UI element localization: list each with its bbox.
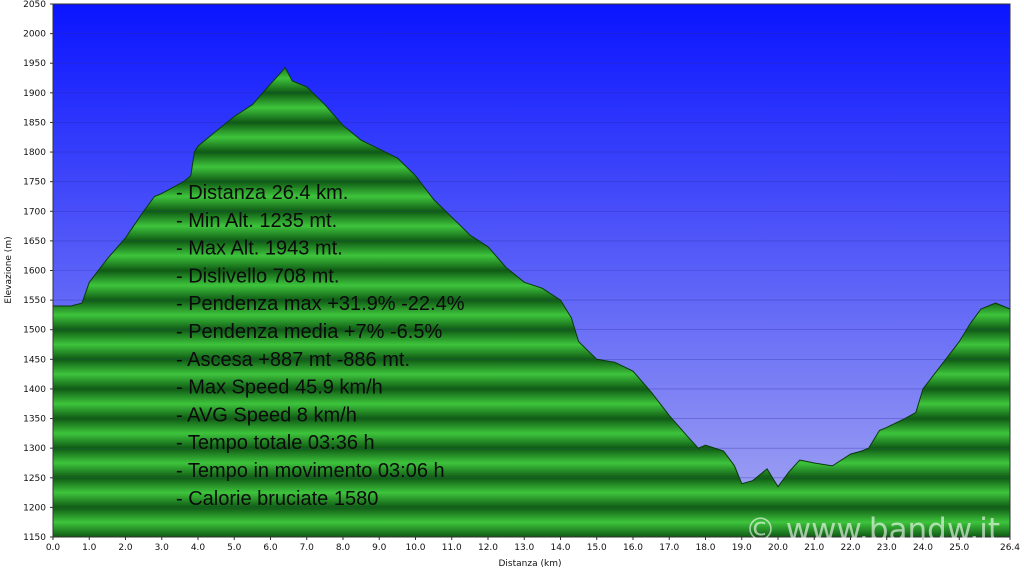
- x-tick-label: 26.4: [1000, 543, 1020, 553]
- watermark-text: © www.bandw.it: [745, 512, 1000, 548]
- x-tick-label: 8.0: [336, 543, 351, 553]
- y-tick-label: 1750: [23, 178, 46, 188]
- y-tick-label: 1200: [23, 503, 46, 513]
- x-tick-label: 7.0: [300, 543, 315, 553]
- y-axis-ticks: 1150 1200 1250 1300 1350 1400 1450 1500 1550 1600…: [23, 0, 53, 543]
- stat-line: - Dislivello 708 mt.: [176, 265, 339, 287]
- y-tick-label: 1600: [23, 267, 46, 277]
- y-tick-label: 2050: [23, 0, 46, 10]
- stat-line: - Tempo totale 03:36 h: [176, 432, 375, 454]
- x-tick-label: 0.0: [46, 543, 61, 553]
- x-tick-label: 23.0: [877, 543, 897, 553]
- y-tick-label: 1250: [23, 474, 46, 484]
- x-tick-label: 14.0: [550, 543, 570, 553]
- terrain-band: [53, 507, 1010, 537]
- x-tick-label: 20.0: [768, 543, 788, 553]
- x-tick-label: 11.0: [442, 543, 462, 553]
- stat-line: - Ascesa +887 mt -886 mt.: [176, 349, 410, 371]
- x-tick-label: 2.0: [118, 543, 133, 553]
- x-tick-label: 24.0: [913, 543, 933, 553]
- x-tick-label: 21.0: [804, 543, 824, 553]
- x-tick-label: 18.0: [695, 543, 715, 553]
- x-tick-label: 16.0: [623, 543, 643, 553]
- elevation-line: [53, 66, 1011, 488]
- y-tick-label: 1500: [23, 326, 46, 336]
- x-tick-label: 12.0: [478, 543, 498, 553]
- y-tick-label: 1450: [23, 355, 46, 365]
- y-tick-label: 2000: [23, 30, 46, 40]
- x-axis-ticks: 0.0 1.0 2.0 3.0 4.0 5.0 6.0 7.0 8.0 9.0 10.0 11.0 12…: [46, 537, 1020, 553]
- stat-line: - Min Alt. 1235 mt.: [176, 210, 337, 232]
- x-axis-label: Distanza (km): [499, 559, 562, 569]
- y-tick-label: 1900: [23, 89, 46, 99]
- y-tick-label: 1650: [23, 237, 46, 247]
- stat-line: - AVG Speed 8 km/h: [176, 404, 357, 426]
- y-tick-label: 1400: [23, 385, 46, 395]
- route-stats-annotation: - Distanza 26.4 km. - Min Alt. 1235 mt. - …: [176, 182, 465, 510]
- stat-line: - Max Alt. 1943 mt.: [176, 238, 343, 260]
- stat-line: - Distanza 26.4 km.: [176, 182, 348, 204]
- x-tick-label: 25.0: [949, 543, 969, 553]
- y-tick-label: 1850: [23, 118, 46, 128]
- stat-line: - Calorie bruciate 1580: [176, 488, 378, 510]
- x-tick-label: 13.0: [514, 543, 534, 553]
- y-tick-label: 1800: [23, 148, 46, 158]
- x-tick-label: 22.0: [840, 543, 860, 553]
- y-tick-label: 1700: [23, 207, 46, 217]
- x-tick-label: 15.0: [587, 543, 607, 553]
- x-tick-label: 5.0: [227, 543, 242, 553]
- x-tick-label: 3.0: [155, 543, 170, 553]
- y-tick-label: 1350: [23, 415, 46, 425]
- y-axis-label: Elevazione (m): [4, 236, 14, 303]
- x-tick-label: 6.0: [263, 543, 278, 553]
- x-tick-label: 4.0: [191, 543, 206, 553]
- stat-line: - Tempo in movimento 03:06 h: [176, 460, 445, 482]
- y-tick-label: 1300: [23, 444, 46, 454]
- y-tick-label: 1550: [23, 296, 46, 306]
- stat-line: - Pendenza media +7% -6.5%: [176, 321, 442, 343]
- x-tick-label: 1.0: [82, 543, 97, 553]
- y-tick-label: 1950: [23, 59, 46, 69]
- x-tick-label: 9.0: [372, 543, 387, 553]
- stat-line: - Pendenza max +31.9% -22.4%: [176, 293, 465, 315]
- stat-line: - Max Speed 45.9 km/h: [176, 377, 383, 399]
- y-tick-label: 1150: [23, 533, 46, 543]
- x-tick-label: 17.0: [659, 543, 679, 553]
- terrain-band: [53, 477, 1010, 508]
- x-tick-label: 10.0: [405, 543, 425, 553]
- x-tick-label: 19.0: [732, 543, 752, 553]
